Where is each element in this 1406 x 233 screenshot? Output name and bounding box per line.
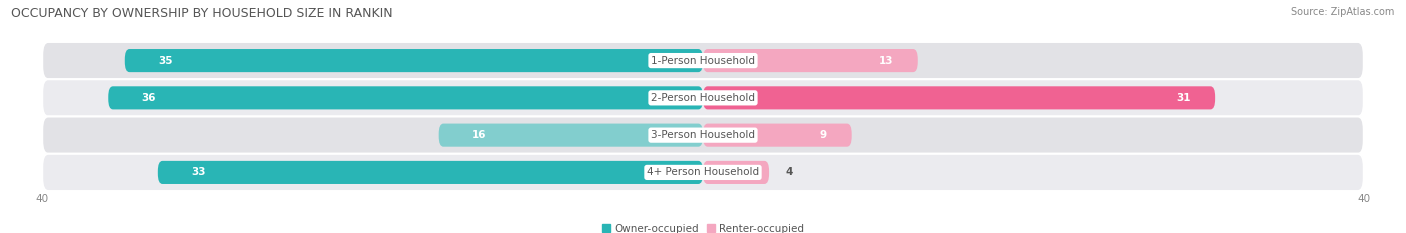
Legend: Owner-occupied, Renter-occupied: Owner-occupied, Renter-occupied (598, 220, 808, 233)
Text: 35: 35 (157, 56, 173, 65)
Text: 1-Person Household: 1-Person Household (651, 56, 755, 65)
FancyBboxPatch shape (157, 161, 703, 184)
Text: 31: 31 (1175, 93, 1191, 103)
FancyBboxPatch shape (703, 161, 769, 184)
Text: 13: 13 (879, 56, 893, 65)
FancyBboxPatch shape (108, 86, 703, 110)
FancyBboxPatch shape (42, 79, 1364, 116)
FancyBboxPatch shape (703, 123, 852, 147)
Text: Source: ZipAtlas.com: Source: ZipAtlas.com (1291, 7, 1395, 17)
FancyBboxPatch shape (42, 154, 1364, 191)
Text: 36: 36 (141, 93, 156, 103)
Text: 2-Person Household: 2-Person Household (651, 93, 755, 103)
Text: 16: 16 (471, 130, 486, 140)
Text: OCCUPANCY BY OWNERSHIP BY HOUSEHOLD SIZE IN RANKIN: OCCUPANCY BY OWNERSHIP BY HOUSEHOLD SIZE… (11, 7, 392, 20)
FancyBboxPatch shape (703, 86, 1215, 110)
FancyBboxPatch shape (42, 42, 1364, 79)
FancyBboxPatch shape (439, 123, 703, 147)
Text: 4: 4 (786, 168, 793, 177)
FancyBboxPatch shape (703, 49, 918, 72)
Text: 3-Person Household: 3-Person Household (651, 130, 755, 140)
Text: 9: 9 (820, 130, 827, 140)
Text: 4+ Person Household: 4+ Person Household (647, 168, 759, 177)
FancyBboxPatch shape (125, 49, 703, 72)
FancyBboxPatch shape (42, 116, 1364, 154)
Text: 33: 33 (191, 168, 205, 177)
